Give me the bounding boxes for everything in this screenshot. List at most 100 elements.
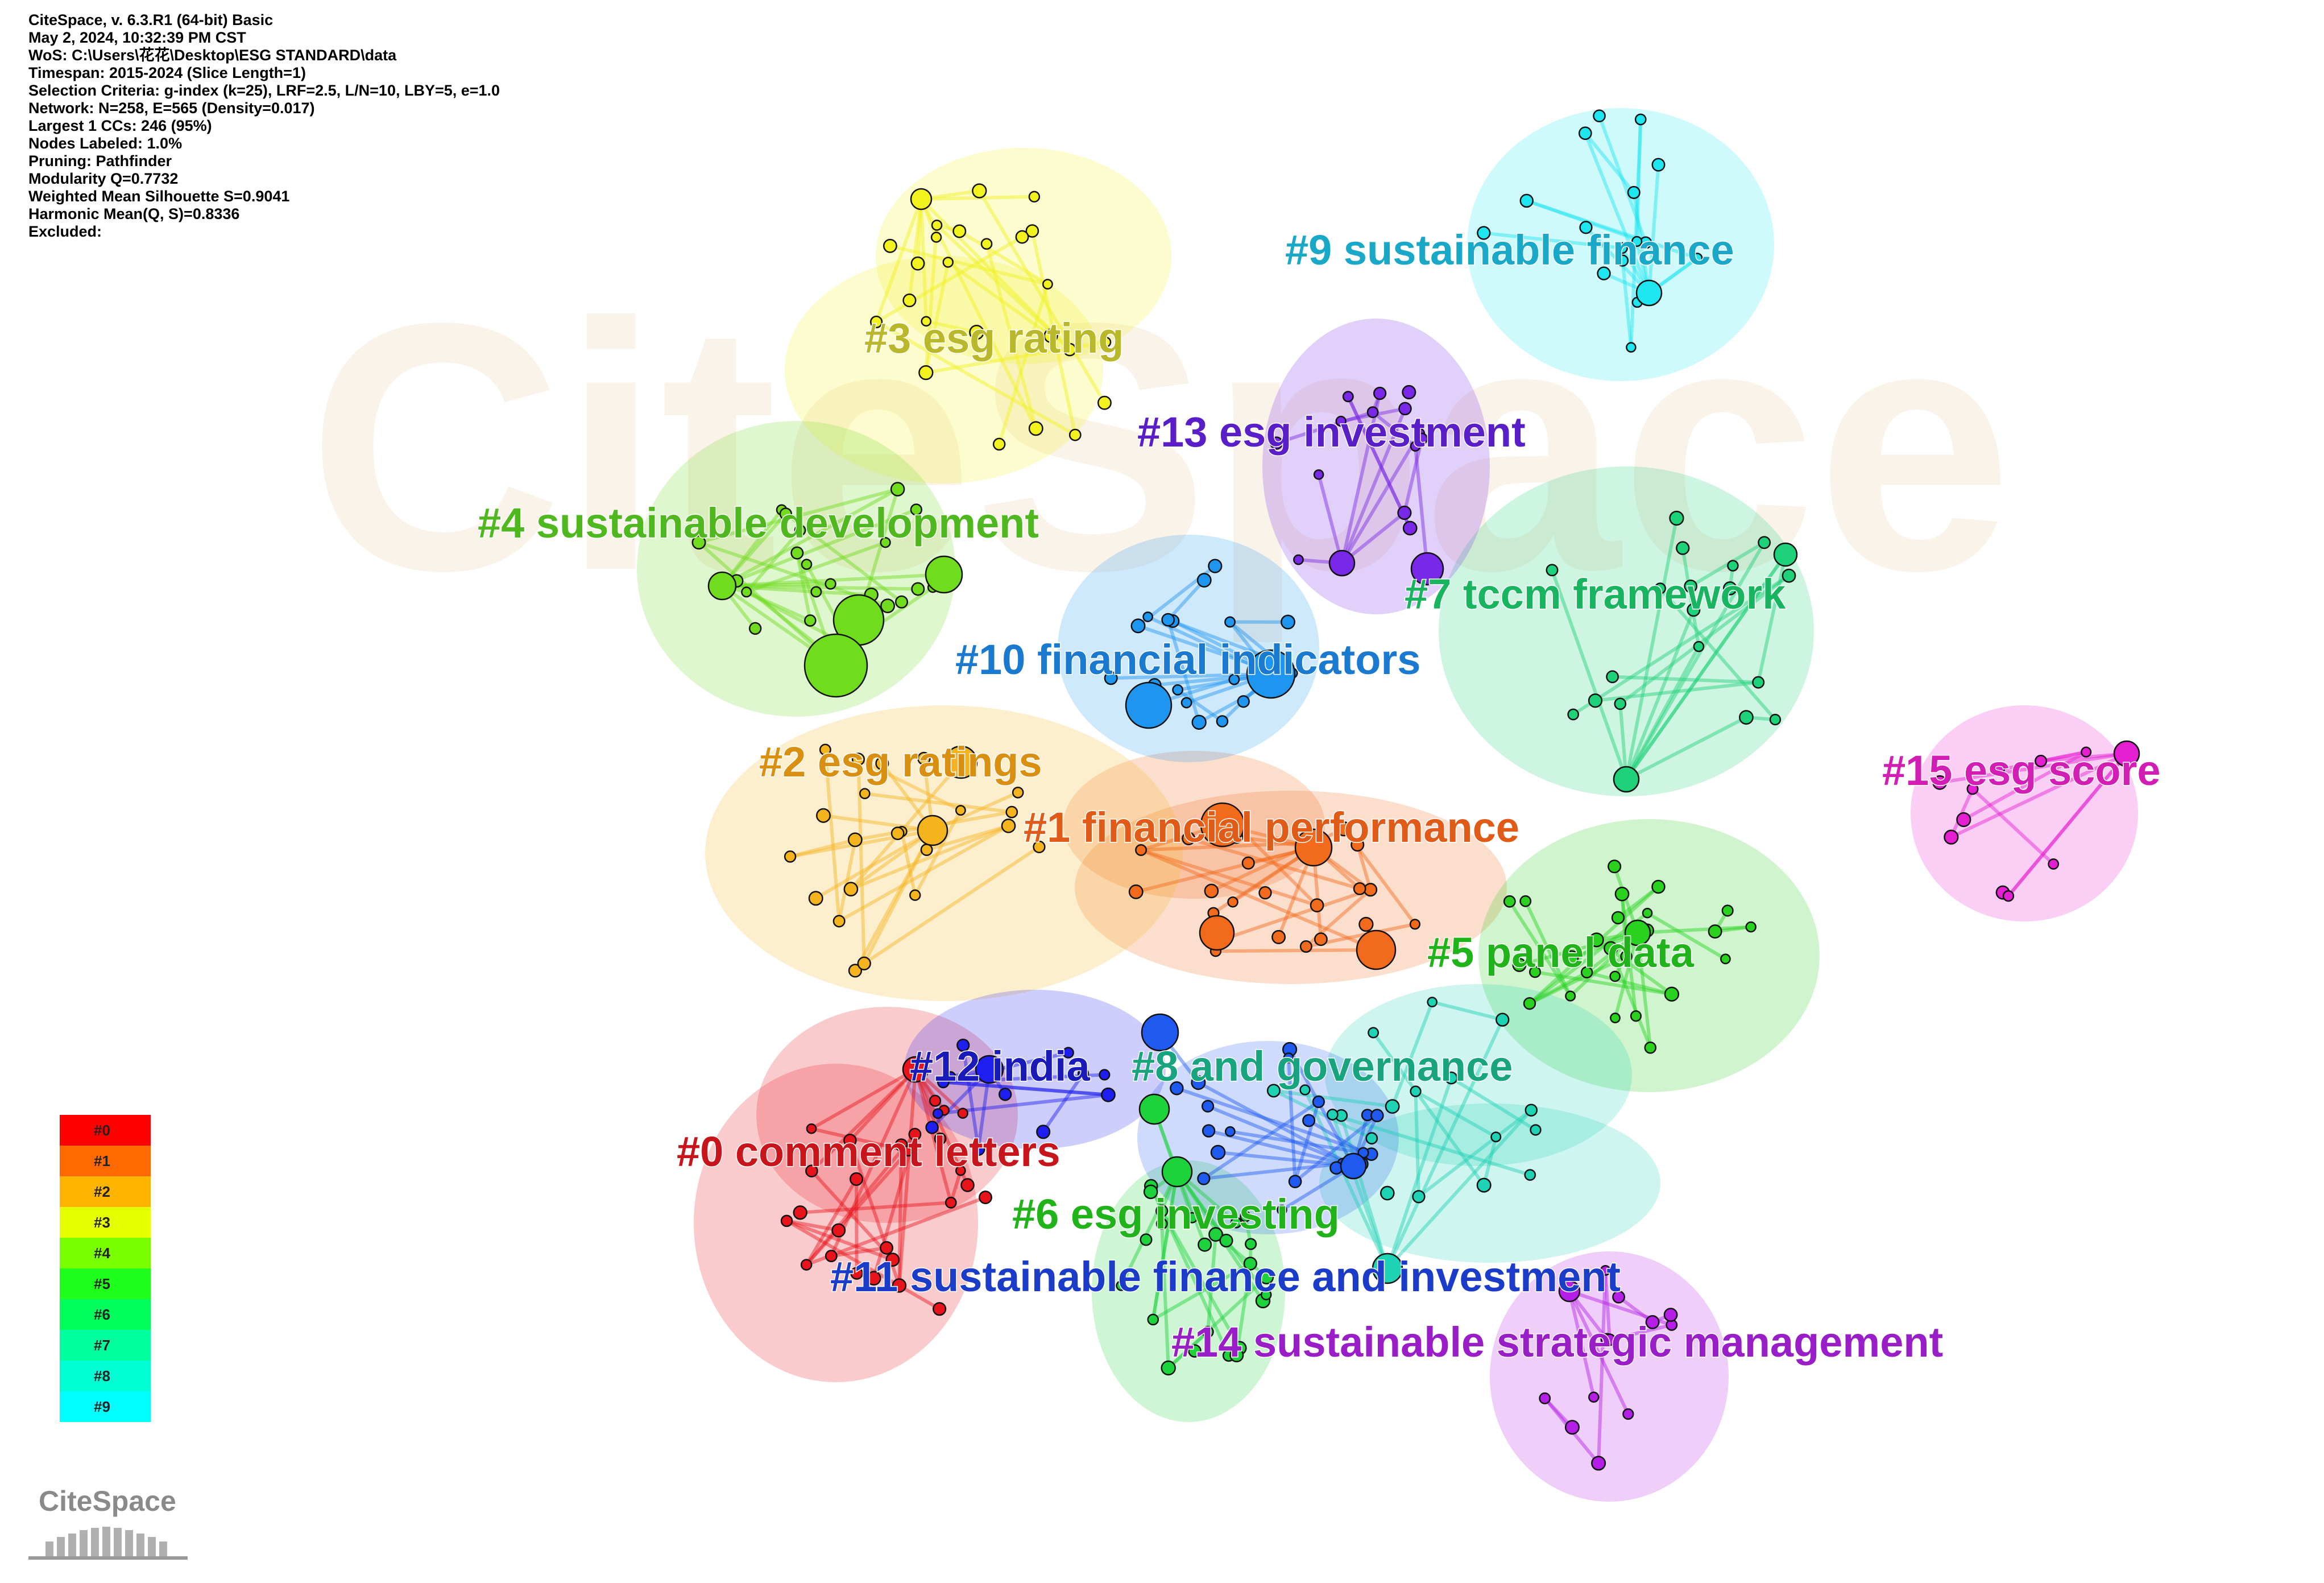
network-edge xyxy=(1317,474,1344,564)
network-edge xyxy=(745,590,811,622)
network-node xyxy=(1620,950,1633,963)
network-node xyxy=(934,1132,947,1145)
network-node xyxy=(1956,812,1971,828)
network-edge xyxy=(816,590,872,597)
network-node xyxy=(1610,1012,1621,1023)
network-node xyxy=(1615,242,1628,254)
network-node xyxy=(1627,185,1641,199)
summary-line: Nodes Labeled: 1.0% xyxy=(28,135,183,152)
network-node xyxy=(1565,990,1576,1002)
network-node xyxy=(1204,883,1219,899)
network-node xyxy=(816,808,831,823)
network-node xyxy=(1224,1126,1236,1137)
network-edge xyxy=(857,758,962,812)
network-edge xyxy=(1609,1323,1672,1342)
cluster-hull xyxy=(1478,819,1820,1092)
network-node xyxy=(1721,904,1734,917)
network-node xyxy=(1612,1290,1626,1304)
legend-swatch: #2 xyxy=(60,1176,151,1207)
network-node xyxy=(1230,1217,1242,1229)
cluster-label: #14 sustainable strategic management xyxy=(1171,1319,1943,1366)
network-edge xyxy=(1584,133,1651,294)
network-edge xyxy=(1237,826,1319,907)
network-edge xyxy=(811,1127,909,1153)
network-edge xyxy=(1681,548,1701,647)
network-edge xyxy=(1569,931,1639,998)
network-node xyxy=(2081,746,2092,758)
network-node xyxy=(1302,1114,1316,1127)
network-node xyxy=(1614,697,1627,710)
summary-line: Excluded: xyxy=(28,223,102,240)
network-node xyxy=(691,535,706,550)
network-edge xyxy=(1637,925,1751,935)
network-edge xyxy=(1524,900,1572,997)
network-edge xyxy=(900,831,917,896)
network-node xyxy=(1496,1012,1510,1027)
network-node xyxy=(1512,958,1527,972)
network-node xyxy=(1773,542,1798,567)
background-watermark: CiteSpace xyxy=(308,250,2012,646)
legend-label: #1 xyxy=(94,1152,110,1169)
network-edge xyxy=(1166,578,1206,621)
network-node xyxy=(1611,911,1625,925)
network-node xyxy=(1191,714,1207,730)
network-node xyxy=(1402,385,1416,400)
network-edge xyxy=(1332,1113,1531,1177)
network-node xyxy=(1358,916,1374,932)
cluster-hull xyxy=(1058,535,1319,762)
network-edge xyxy=(1273,1089,1393,1109)
network-node xyxy=(1372,1253,1403,1284)
network-node xyxy=(866,1271,881,1286)
network-node xyxy=(1580,966,1593,979)
network-node xyxy=(1340,1152,1367,1180)
network-edge xyxy=(1390,1001,1434,1107)
network-edge xyxy=(1331,1114,1389,1270)
cluster-label: #8 and governance xyxy=(1132,1043,1513,1090)
network-node xyxy=(1188,1344,1202,1358)
network-node xyxy=(1558,1280,1581,1303)
network-node xyxy=(969,325,984,340)
network-node xyxy=(1691,253,1703,264)
network-edge xyxy=(935,224,1071,351)
network-edge xyxy=(815,829,934,900)
network-node xyxy=(1588,693,1603,708)
network-edge xyxy=(1303,1089,1389,1270)
network-node xyxy=(1097,395,1112,410)
network-node xyxy=(1745,921,1757,933)
network-node xyxy=(975,1055,1004,1084)
network-edge xyxy=(848,1068,917,1142)
network-edge xyxy=(958,229,1049,286)
cluster-label: #13 esg investment xyxy=(1137,408,1526,456)
network-node xyxy=(850,1172,864,1186)
network-node xyxy=(1608,859,1622,874)
network-node xyxy=(1758,536,1771,549)
network-node xyxy=(1199,915,1235,951)
network-node xyxy=(1202,1124,1216,1138)
network-node xyxy=(1246,649,1296,699)
network-node xyxy=(1198,1237,1212,1252)
network-edge xyxy=(1414,1091,1420,1197)
network-node xyxy=(1588,1391,1600,1403)
network-node xyxy=(1028,191,1041,203)
cluster-hull xyxy=(705,705,1183,1001)
network-edge xyxy=(837,839,857,922)
network-edge xyxy=(924,262,950,373)
network-edge xyxy=(1287,1057,1297,1182)
legend-label: #2 xyxy=(94,1183,110,1200)
network-node xyxy=(793,1205,807,1220)
network-node xyxy=(1564,1420,1580,1435)
network-edge xyxy=(850,829,934,891)
network-edge xyxy=(1595,680,1759,702)
network-edge xyxy=(786,1219,941,1311)
network-node xyxy=(880,598,895,614)
network-node xyxy=(2113,740,2140,767)
network-edge xyxy=(721,487,899,588)
network-edge xyxy=(1215,948,1377,953)
network-node xyxy=(1043,328,1058,344)
network-node xyxy=(1642,907,1653,919)
network-edge xyxy=(745,540,886,594)
network-edge xyxy=(1625,646,1701,780)
network-node xyxy=(1546,564,1559,577)
legend-label: #5 xyxy=(94,1275,110,1292)
network-node xyxy=(1410,441,1421,452)
